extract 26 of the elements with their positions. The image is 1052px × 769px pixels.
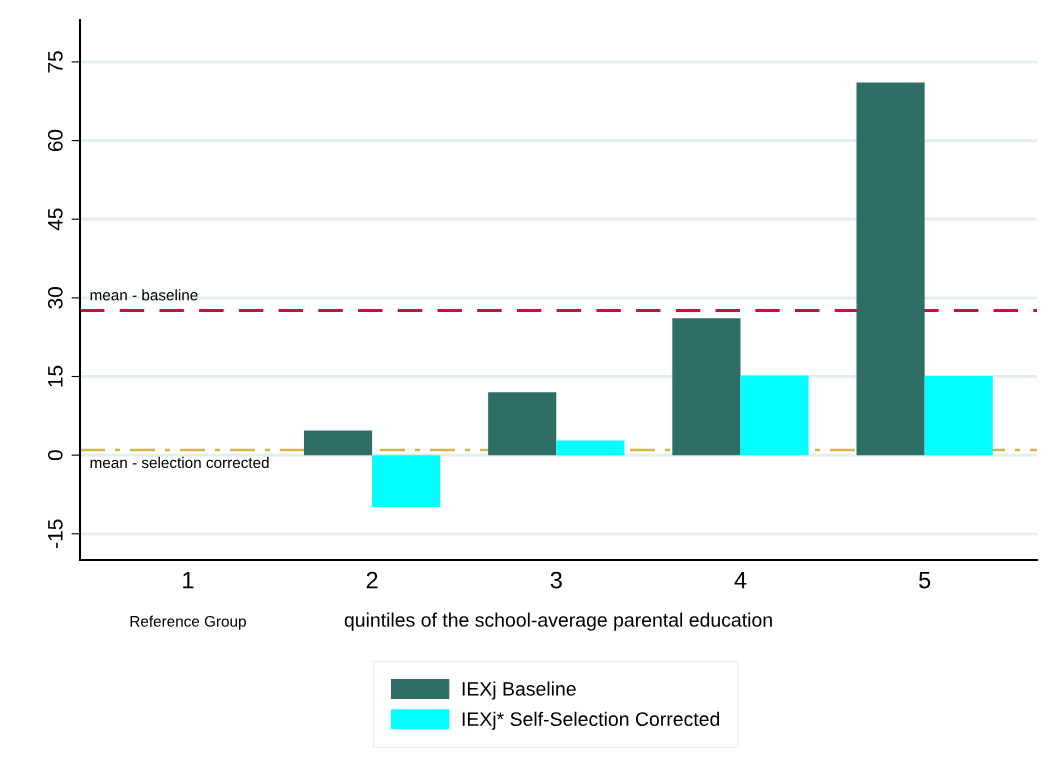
bar: [488, 392, 557, 456]
y-tick-label: 45: [48, 208, 63, 231]
bar: [740, 375, 809, 456]
bar: [303, 430, 373, 456]
y-tick-label: 75: [48, 51, 63, 73]
y-tick-label: 0: [47, 450, 63, 461]
bar: [924, 375, 993, 456]
legend-label: IEXj Baseline: [462, 681, 576, 700]
bar: [672, 318, 741, 456]
x-tick-label: 5: [919, 571, 931, 589]
y-tick-label: 60: [47, 129, 63, 152]
ref-line-label: mean - baseline: [90, 289, 198, 301]
y-tick-label: 15: [48, 365, 63, 387]
x-tick-label: 1: [183, 571, 194, 589]
x-tick-label: 4: [734, 571, 747, 589]
text: Reference Group: [130, 615, 246, 630]
bar: [372, 455, 441, 508]
bar: [556, 440, 625, 456]
ref-line-label: mean - selection corrected: [90, 456, 269, 469]
bar: [856, 82, 925, 456]
y-tick-label: 30: [47, 287, 63, 309]
x-axis-title: quintiles of the school-average parental education: [344, 612, 772, 631]
legend-label: IEXj* Self-Selection Corrected: [462, 711, 720, 730]
x-tick-label: 3: [550, 571, 562, 589]
x-tick-label: 2: [366, 571, 378, 589]
y-tick-label: -15: [48, 519, 63, 548]
